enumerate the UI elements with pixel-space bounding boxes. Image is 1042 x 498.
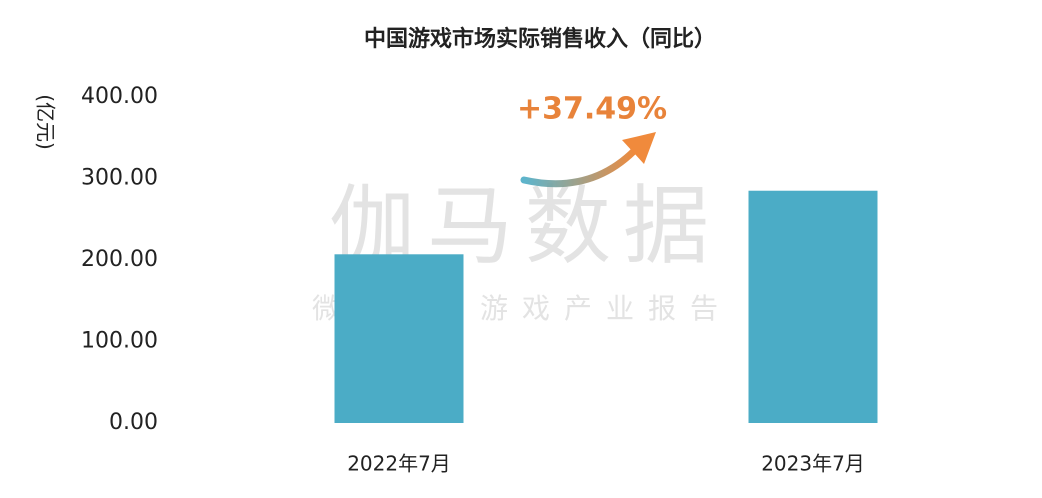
- x-tick-label: 2023年7月: [761, 452, 865, 476]
- chart-title: 中国游戏市场实际销售收入（同比）: [364, 26, 716, 52]
- y-tick-label: 100.00: [81, 329, 158, 354]
- y-tick-label: 300.00: [81, 166, 158, 191]
- y-tick-label: 400.00: [81, 84, 158, 109]
- growth-arrow: [520, 146, 639, 188]
- bar: [334, 254, 464, 423]
- bar: [748, 190, 878, 423]
- y-tick-label: 200.00: [81, 247, 158, 272]
- y-axis-label: (亿元): [34, 94, 58, 150]
- y-tick-label: 0.00: [109, 410, 158, 435]
- growth-annotation: +37.49%: [517, 92, 667, 127]
- growth-arrowhead: [622, 132, 656, 164]
- x-tick-label: 2022年7月: [347, 452, 451, 476]
